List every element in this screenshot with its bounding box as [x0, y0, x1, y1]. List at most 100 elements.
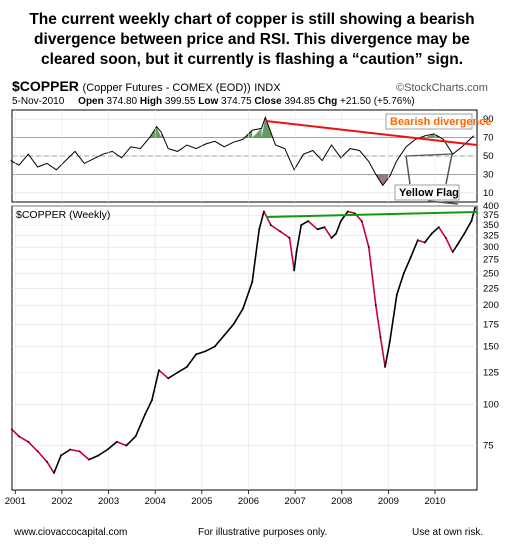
price-segment — [27, 440, 39, 453]
price-segment — [158, 369, 169, 380]
price-segment — [144, 399, 153, 416]
price-segment — [360, 220, 370, 248]
high-label: High — [139, 96, 163, 107]
price-tick-label: 300 — [483, 242, 499, 253]
price-point — [463, 232, 466, 235]
quote-date: 5-Nov-2010 — [12, 96, 65, 107]
price-point — [151, 399, 153, 402]
price-point — [409, 256, 412, 258]
headline: The current weekly chart of copper is st… — [12, 10, 492, 70]
price-point — [323, 226, 326, 229]
price-point — [300, 224, 303, 227]
x-tick-label: 2007 — [285, 496, 306, 507]
price-grid — [12, 110, 477, 490]
price-point — [360, 220, 363, 223]
price-point — [186, 366, 188, 368]
price-panel-frame — [11, 205, 478, 491]
price-point — [204, 350, 207, 353]
rsi-overbought-fill — [424, 133, 441, 138]
price-tick-label: 125 — [483, 367, 499, 378]
price-point — [451, 251, 454, 253]
yellow-flag-pointer-left — [405, 155, 411, 185]
price-segment — [416, 239, 426, 244]
price-tick-label: 350 — [483, 220, 499, 231]
price-segment — [11, 428, 20, 438]
low-value: 374.75 — [221, 96, 252, 107]
price-point — [470, 220, 473, 223]
price-point — [214, 345, 216, 348]
price-point — [18, 435, 20, 438]
bearish-divergence-label: Bearish divergence — [390, 116, 492, 128]
price-point — [251, 281, 254, 283]
headline-line-3: cleared soon, but it currently is flashi… — [40, 51, 464, 68]
price-segment — [258, 210, 265, 231]
price-point — [456, 243, 459, 246]
price-segment — [374, 304, 382, 339]
price-segment — [444, 237, 454, 253]
price-point — [330, 237, 333, 239]
price-point — [374, 304, 377, 307]
headline-line-1: The current weekly chart of copper is st… — [29, 11, 475, 28]
price-segment — [204, 345, 216, 353]
price-segment — [167, 371, 179, 380]
price-segment — [307, 220, 319, 231]
price-point — [88, 458, 90, 461]
price-point — [106, 448, 109, 451]
x-tick-label: 2008 — [331, 496, 352, 507]
chart-header: $COPPER (Copper Futures - COMEX (EOD)) I… — [12, 78, 281, 94]
price-panel-title: $COPPER (Weekly) — [16, 209, 110, 221]
price-segment — [451, 244, 459, 253]
price-tick-label: 225 — [483, 283, 499, 294]
price-segment — [116, 440, 128, 447]
price-segment — [232, 307, 244, 326]
price-segment — [279, 230, 291, 239]
x-tick-label: 2009 — [378, 496, 399, 507]
price-segment — [36, 450, 48, 463]
price-point — [78, 450, 81, 453]
price-segment — [384, 340, 391, 368]
price-point — [116, 440, 118, 443]
price-point — [423, 241, 426, 244]
price-point — [279, 230, 282, 233]
price-segment — [402, 256, 412, 275]
rsi-overbought-fill — [252, 128, 262, 138]
price-point — [384, 366, 386, 368]
price-segment — [409, 239, 419, 258]
price-segment — [323, 226, 333, 239]
price-axis-ticks: 75 100 125 150 175 200 225 250 275 30032535037540… — [483, 201, 499, 452]
bearish-divergence-box — [385, 113, 473, 130]
price-segment — [423, 232, 433, 244]
price-tick-label: 400 — [483, 201, 499, 212]
price-segment — [195, 350, 207, 356]
price-segment — [69, 448, 81, 453]
x-tick-label: 2005 — [191, 496, 212, 507]
price-segment — [346, 210, 356, 215]
price-segment — [186, 353, 197, 368]
price-segment — [97, 448, 109, 457]
price-trend-line-green — [265, 211, 478, 218]
price-point — [437, 226, 440, 229]
price-tick-label: 200 — [483, 300, 499, 311]
rsi-trend-line-red — [265, 120, 478, 146]
chg-label: Chg — [317, 96, 338, 107]
price-segment — [242, 281, 253, 310]
price-segment — [470, 207, 476, 222]
price-point — [223, 334, 226, 337]
price-tick-label: 75 — [483, 441, 494, 452]
yellow-flag-label: Yellow Flag — [399, 187, 459, 199]
open-value: 374.80 — [106, 96, 138, 107]
yellow-flag-pointer-top — [405, 153, 453, 157]
price-point — [125, 444, 128, 447]
x-tick-label: 2010 — [424, 496, 445, 507]
rsi-line — [10, 115, 475, 187]
close-label: Close — [254, 96, 282, 107]
price-segment — [437, 226, 447, 239]
rsi-tick-label: 30 — [483, 169, 494, 180]
price-segment — [60, 448, 72, 457]
price-point — [335, 232, 337, 235]
price-point — [307, 220, 310, 223]
price-segment — [106, 440, 118, 451]
price-point — [316, 228, 319, 231]
price-point — [379, 336, 382, 339]
price-tick-label: 150 — [483, 341, 499, 352]
